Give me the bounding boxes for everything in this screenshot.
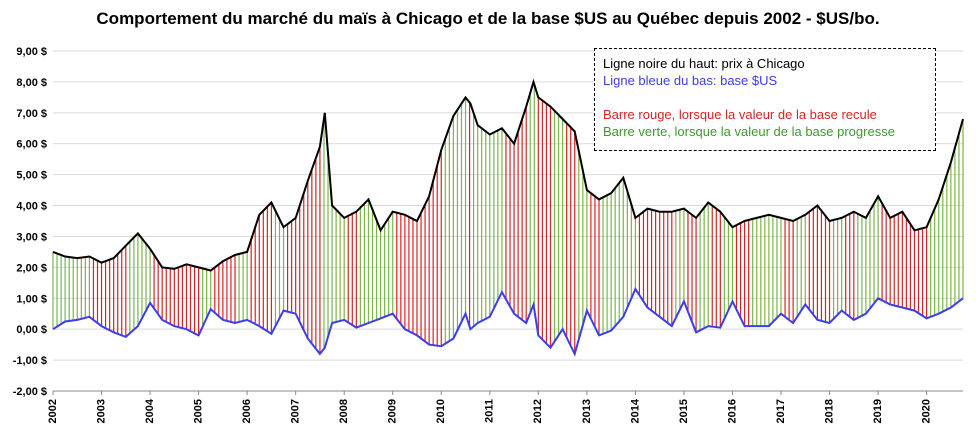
basis-line	[52, 286, 964, 357]
x-tick-label: 2010	[435, 399, 447, 423]
x-tick-label: 2020	[921, 399, 933, 423]
x-tick-label: 2019	[872, 399, 884, 423]
x-tick-label: 2011	[484, 399, 496, 423]
y-tick-label: 7,00 $	[16, 108, 47, 120]
x-tick-label: 2003	[95, 399, 107, 423]
y-tick-label: 9,00 $	[16, 46, 47, 58]
x-tick-label: 2015	[678, 399, 690, 423]
x-tick-label: 2002	[47, 399, 59, 423]
chart-title: Comportement du marché du maïs à Chicago…	[96, 9, 880, 28]
legend-basis-line: Ligne bleue du bas: base $US	[603, 73, 778, 88]
chicago-price-line	[52, 78, 964, 272]
y-tick-label: 5,00 $	[16, 170, 47, 182]
y-tick-label: 6,00 $	[16, 139, 47, 151]
x-tick-label: 2005	[193, 399, 205, 423]
x-tick-label: 2018	[823, 399, 835, 423]
x-tick-label: 2004	[144, 398, 156, 423]
y-tick-label: 3,00 $	[16, 231, 47, 243]
x-tick-label: 2007	[290, 399, 302, 423]
y-tick-label: -1,00 $	[13, 355, 47, 367]
y-tick-label: 0,00 $	[16, 324, 47, 336]
y-tick-label: 4,00 $	[16, 201, 47, 213]
y-tick-label: -2,00 $	[13, 386, 47, 398]
x-tick-label: 2013	[581, 399, 593, 423]
x-tick-label: 2012	[532, 399, 544, 423]
legend-green-bar: Barre verte, lorsque la valeur de la bas…	[603, 124, 895, 139]
legend-red-bar: Barre rouge, lorsque la valeur de la bas…	[603, 107, 877, 122]
x-tick-label: 2008	[338, 399, 350, 423]
y-tick-label: 2,00 $	[16, 262, 47, 274]
x-tick-label: 2014	[629, 398, 641, 423]
legend-price-line: Ligne noire du haut: prix à Chicago	[603, 56, 805, 71]
x-tick-label: 2009	[387, 399, 399, 423]
legend-spacer	[603, 89, 927, 106]
y-tick-label: 1,00 $	[16, 293, 47, 305]
chart-legend: Ligne noire du haut: prix à Chicago Lign…	[594, 48, 936, 151]
y-tick-label: 8,00 $	[16, 77, 47, 89]
x-tick-label: 2016	[726, 399, 738, 423]
x-tick-label: 2017	[775, 399, 787, 423]
x-tick-label: 2006	[241, 399, 253, 423]
